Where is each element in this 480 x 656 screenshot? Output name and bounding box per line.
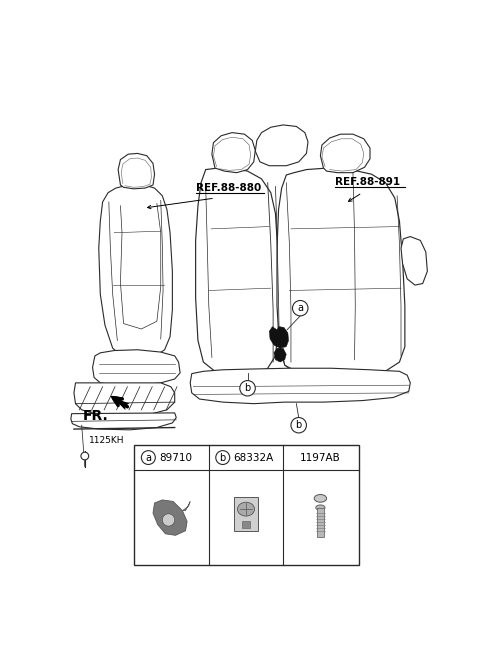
Text: 89710: 89710 xyxy=(159,453,192,462)
Circle shape xyxy=(142,451,156,464)
Polygon shape xyxy=(321,134,370,173)
Circle shape xyxy=(216,451,230,464)
Circle shape xyxy=(292,300,308,316)
Polygon shape xyxy=(153,500,187,535)
Text: b: b xyxy=(296,420,302,430)
Text: 68332A: 68332A xyxy=(234,453,274,462)
Circle shape xyxy=(240,380,255,396)
Polygon shape xyxy=(118,154,155,189)
Polygon shape xyxy=(74,383,175,416)
Polygon shape xyxy=(277,168,405,380)
Text: b: b xyxy=(220,453,226,462)
Polygon shape xyxy=(99,185,172,359)
Polygon shape xyxy=(190,368,410,403)
Circle shape xyxy=(291,417,306,433)
Polygon shape xyxy=(71,413,176,430)
Polygon shape xyxy=(93,350,180,385)
Ellipse shape xyxy=(316,505,325,510)
Polygon shape xyxy=(196,168,278,375)
Text: a: a xyxy=(145,453,151,462)
Bar xyxy=(134,445,359,565)
Polygon shape xyxy=(401,237,427,285)
Polygon shape xyxy=(274,348,286,362)
Text: FR.: FR. xyxy=(83,409,109,423)
Text: 1197AB: 1197AB xyxy=(300,453,341,462)
Circle shape xyxy=(81,452,89,460)
Text: REF.88-891: REF.88-891 xyxy=(335,176,400,186)
Polygon shape xyxy=(255,125,308,166)
Bar xyxy=(234,497,258,531)
Bar xyxy=(317,508,324,537)
Ellipse shape xyxy=(238,502,254,516)
Text: 1125KH: 1125KH xyxy=(89,436,125,445)
Circle shape xyxy=(162,514,175,526)
Bar xyxy=(409,252,423,274)
Text: b: b xyxy=(244,383,251,393)
Polygon shape xyxy=(269,327,288,348)
Bar xyxy=(242,521,250,528)
Polygon shape xyxy=(212,133,255,173)
Polygon shape xyxy=(182,501,190,510)
Text: REF.88-880: REF.88-880 xyxy=(196,182,261,193)
Ellipse shape xyxy=(314,495,326,502)
Text: a: a xyxy=(297,303,303,313)
